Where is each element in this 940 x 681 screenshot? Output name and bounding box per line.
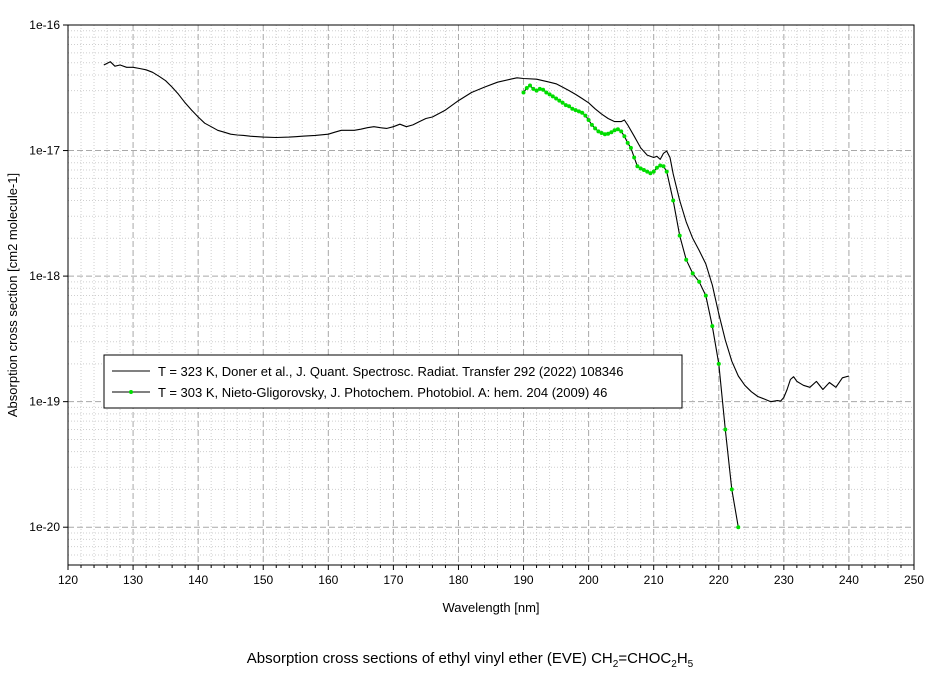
legend-label-doner: T = 323 K, Doner et al., J. Quant. Spect…: [158, 364, 624, 379]
series-point-nieto: [632, 155, 637, 160]
y-tick-label: 1e-17: [29, 144, 60, 158]
x-tick-label: 170: [383, 573, 403, 587]
x-tick-label: 130: [123, 573, 143, 587]
series-point-nieto: [521, 90, 526, 95]
series-point-nieto: [690, 271, 695, 276]
y-tick-label: 1e-16: [29, 18, 60, 32]
series-point-nieto: [661, 164, 666, 169]
series-point-nieto: [641, 168, 646, 172]
x-tick-label: 180: [448, 573, 468, 587]
series-point-nieto: [625, 140, 630, 145]
x-tick-label: 240: [839, 573, 859, 587]
caption-mid-2: H: [676, 650, 688, 667]
caption-sub-3: 5: [687, 659, 694, 670]
series-point-nieto: [729, 487, 734, 492]
grid-layer: [68, 25, 914, 565]
tick-layer: 120 130 140 150 160 170 180 190 200 210 220 230 240 2…: [29, 18, 924, 587]
y-tick-label: 1e-18: [29, 269, 60, 283]
series-point-nieto: [567, 104, 572, 109]
x-axis-title: Wavelength [nm]: [442, 600, 539, 615]
caption-sub-1: 2: [612, 659, 619, 670]
series-point-nieto: [716, 361, 721, 366]
series-point-nieto: [703, 293, 708, 298]
series-point-nieto: [586, 118, 591, 122]
series-point-nieto: [664, 169, 669, 174]
x-tick-label: 210: [644, 573, 664, 587]
x-tick-label: 230: [774, 573, 794, 587]
series-point-nieto: [615, 127, 620, 132]
legend: T = 323 K, Doner et al., J. Quant. Spect…: [103, 354, 683, 409]
series-point-nieto: [541, 87, 546, 92]
legend-box: [103, 354, 683, 409]
x-tick-label: 220: [709, 573, 729, 587]
series-point-nieto: [599, 131, 604, 135]
series-layer: [103, 61, 850, 530]
series-point-nieto: [554, 96, 559, 101]
series-point-nieto: [638, 166, 643, 171]
series-point-nieto: [697, 279, 702, 284]
plot-frame: [67, 24, 915, 566]
series-point-nieto: [570, 106, 575, 111]
series-point-nieto: [628, 145, 633, 150]
legend-marker-nieto: [129, 390, 133, 394]
series-point-nieto: [557, 98, 562, 103]
series-point-nieto: [531, 86, 536, 91]
series-line-doner: [103, 61, 850, 403]
x-tick-label: 150: [253, 573, 273, 587]
caption-prefix: Absorption cross sections of ethyl vinyl…: [246, 650, 613, 667]
series-point-nieto: [580, 110, 585, 115]
series-point-nieto: [736, 525, 741, 530]
series-point-nieto: [635, 164, 640, 169]
series-point-nieto: [612, 128, 617, 133]
series-point-nieto: [583, 113, 588, 118]
x-tick-label: 200: [579, 573, 599, 587]
series-point-nieto: [602, 132, 607, 137]
series-point-nieto: [723, 427, 728, 432]
series-point-nieto: [677, 233, 682, 238]
series-point-nieto: [528, 83, 532, 88]
series-point-nieto: [654, 165, 659, 170]
series-point-nieto: [534, 88, 539, 93]
series-point-nieto: [648, 171, 653, 176]
y-axis-title: Absorption cross section [cm2 molecule-1…: [5, 173, 20, 417]
series-point-nieto: [544, 90, 549, 95]
series-point-nieto: [547, 92, 552, 97]
y-tick-label: 1e-20: [29, 520, 60, 534]
x-tick-label: 160: [318, 573, 338, 587]
series-point-nieto: [671, 198, 676, 203]
figure-caption: Absorption cross sections of ethyl vinyl…: [0, 650, 940, 670]
series-point-nieto: [658, 163, 663, 168]
series-point-nieto: [524, 86, 529, 90]
series-point-nieto: [651, 169, 656, 174]
series-point-nieto: [576, 109, 581, 114]
series-point-nieto: [560, 100, 565, 105]
x-tick-label: 120: [58, 573, 78, 587]
x-tick-label: 190: [514, 573, 534, 587]
series-point-nieto: [550, 94, 555, 99]
series-point-nieto: [609, 130, 614, 135]
caption-mid: =CHOC: [618, 650, 672, 667]
series-point-nieto: [606, 131, 611, 136]
y-tick-label: 1e-19: [29, 395, 60, 409]
caption-sub-2: 2: [671, 659, 677, 670]
legend-label-nieto: T = 303 K, Nieto-Gligorovsky, J. Photoch…: [158, 385, 607, 400]
series-point-nieto: [619, 129, 624, 134]
series-point-nieto: [596, 129, 601, 134]
series-point-nieto: [645, 169, 650, 174]
series-point-nieto: [537, 86, 542, 91]
series-point-nieto: [573, 108, 578, 113]
series-point-nieto: [593, 126, 598, 131]
series-point-nieto: [710, 324, 715, 329]
x-tick-label: 250: [904, 573, 924, 587]
series-point-nieto: [563, 103, 568, 108]
x-tick-label: 140: [188, 573, 208, 587]
series-point-nieto: [589, 122, 594, 127]
series-point-nieto: [622, 134, 627, 139]
series-point-nieto: [684, 257, 689, 262]
